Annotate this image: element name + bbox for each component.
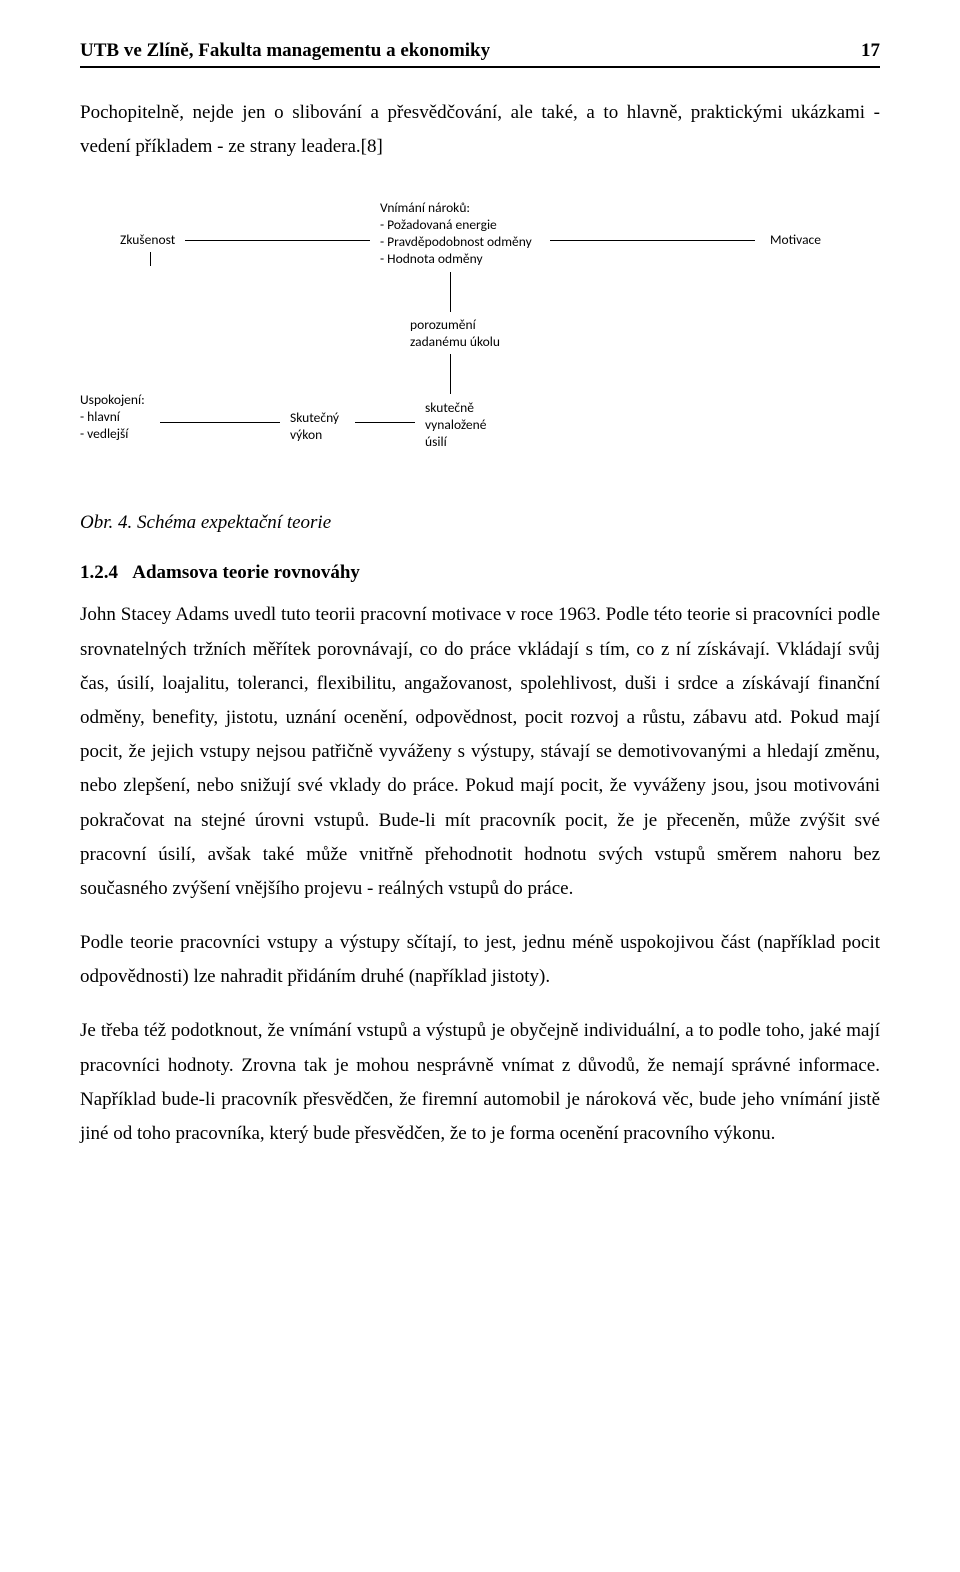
label-skutecny-vykon: Skutečný výkon — [290, 410, 339, 444]
section-heading: 1.2.4 Adamsova teorie rovnováhy — [80, 562, 880, 584]
label-uspokojeni: Uspokojení: - hlavní - vedlejší — [80, 392, 145, 443]
expectancy-diagram: Zkušenost Vnímání nároků: - Požadovaná e… — [80, 192, 880, 502]
skutecne-l2: vynaložené — [425, 417, 486, 434]
uspokojeni-item-1: - vedlejší — [80, 426, 145, 443]
vnimani-item-0: - Požadovaná energie — [380, 217, 532, 234]
section-title: Adamsova teorie rovnováhy — [132, 562, 360, 583]
paragraph-1: John Stacey Adams uvedl tuto teorii prac… — [80, 598, 880, 906]
line-v — [150, 252, 151, 266]
line-h — [160, 422, 280, 423]
vnimani-title: Vnímání nároků: — [380, 200, 532, 217]
line-v — [450, 354, 451, 394]
intro-paragraph: Pochopitelně, nejde jen o slibování a př… — [80, 96, 880, 164]
skutecny-l1: Skutečný — [290, 410, 339, 427]
skutecne-l3: úsilí — [425, 434, 486, 451]
uspokojeni-title: Uspokojení: — [80, 392, 145, 409]
page-number: 17 — [861, 40, 880, 62]
header-left: UTB ve Zlíně, Fakulta managementu a ekon… — [80, 40, 490, 62]
vnimani-item-1: - Pravděpodobnost odměny — [380, 234, 532, 251]
page-header: UTB ve Zlíně, Fakulta managementu a ekon… — [80, 40, 880, 68]
figure-caption: Obr. 4. Schéma expektační teorie — [80, 512, 880, 534]
label-motivace: Motivace — [770, 232, 821, 249]
skutecne-l1: skutečně — [425, 400, 486, 417]
section-number: 1.2.4 — [80, 562, 118, 583]
paragraph-2: Podle teorie pracovníci vstupy a výstupy… — [80, 926, 880, 994]
label-vnimani-block: Vnímání nároků: - Požadovaná energie - P… — [380, 200, 532, 268]
label-zkusenost: Zkušenost — [120, 232, 175, 249]
skutecny-l2: výkon — [290, 427, 339, 444]
label-skutecne-usili: skutečně vynaložené úsilí — [425, 400, 486, 451]
line-h — [185, 240, 370, 241]
porozumeni-l2: zadanému úkolu — [410, 334, 500, 351]
line-h — [550, 240, 755, 241]
uspokojeni-item-0: - hlavní — [80, 409, 145, 426]
line-h — [355, 422, 415, 423]
porozumeni-l1: porozumění — [410, 317, 500, 334]
vnimani-item-2: - Hodnota odměny — [380, 251, 532, 268]
label-porozumeni: porozumění zadanému úkolu — [410, 317, 500, 351]
paragraph-3: Je třeba též podotknout, že vnímání vstu… — [80, 1014, 880, 1151]
line-v — [450, 272, 451, 312]
